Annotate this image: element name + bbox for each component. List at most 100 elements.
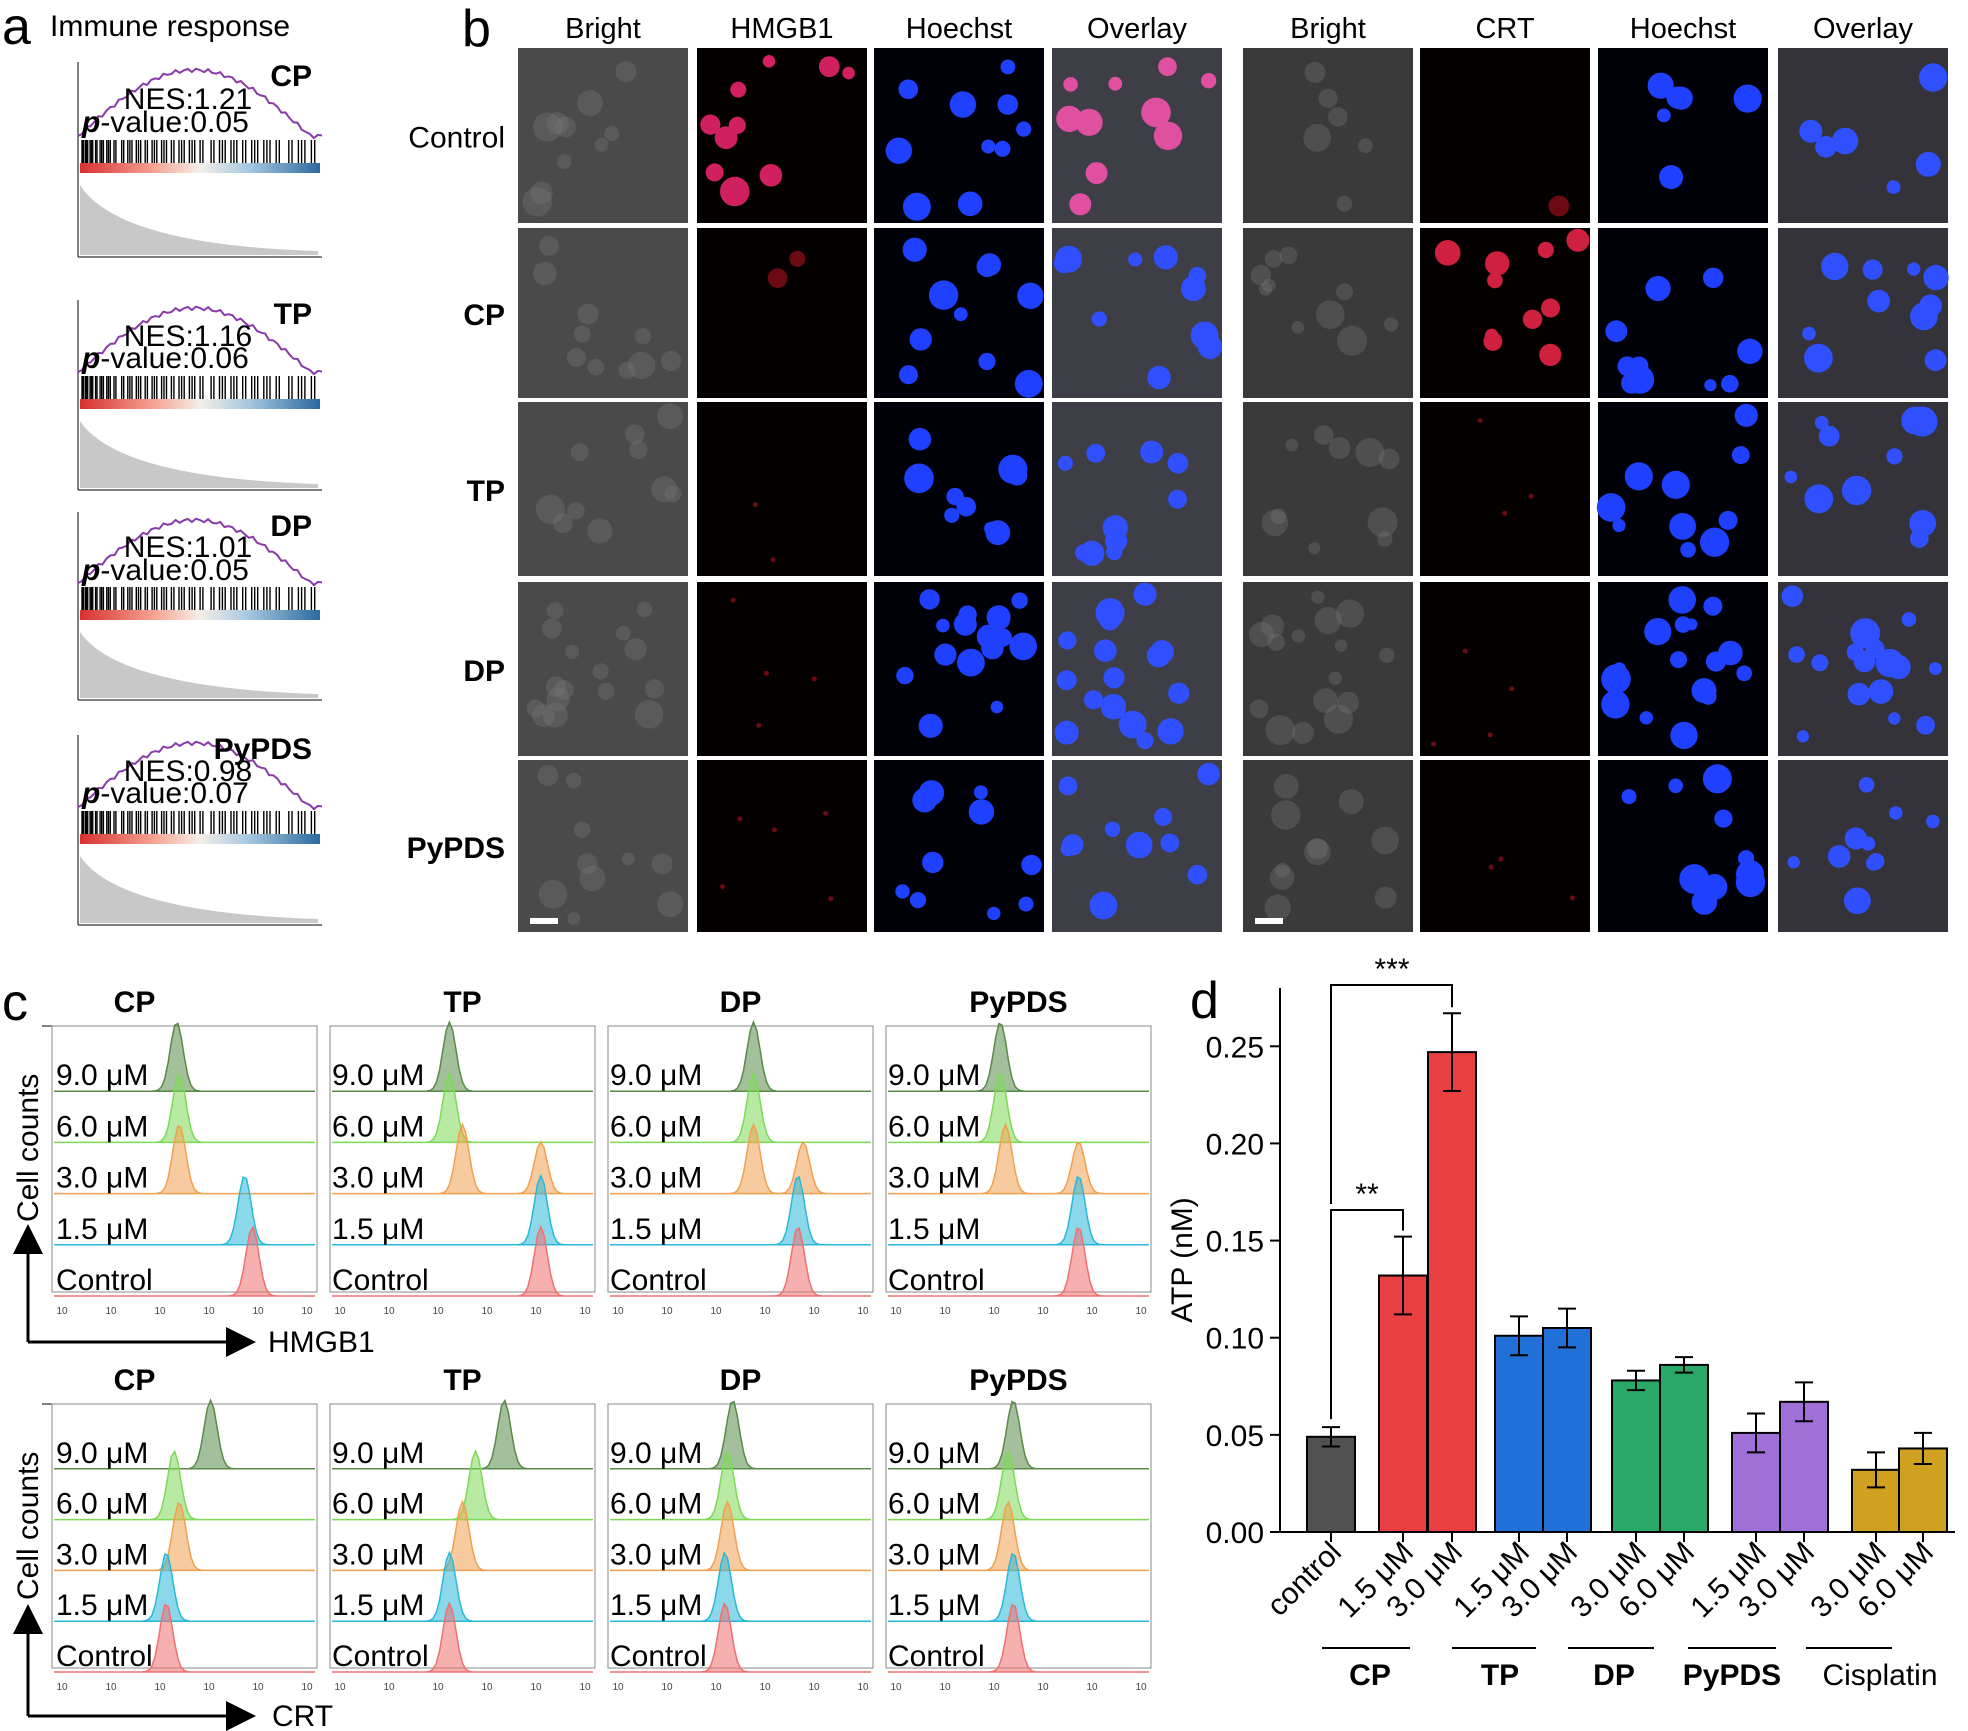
cell-nucleus — [909, 328, 932, 351]
cell-nucleus — [1273, 774, 1299, 799]
cell-nucleus — [1270, 508, 1287, 525]
cell-nucleus — [1147, 365, 1171, 390]
cell-nucleus — [762, 55, 776, 68]
cell-nucleus — [1639, 711, 1654, 725]
cell-nucleus — [1158, 57, 1177, 77]
panel-a-letter: a — [2, 0, 31, 56]
row-label-control: Control — [408, 122, 505, 155]
cell-nucleus — [1371, 826, 1399, 855]
hmgb1-red-image — [697, 228, 867, 398]
cell-nucleus — [1818, 425, 1840, 447]
cell-nucleus — [909, 892, 927, 909]
cell-nucleus — [1118, 710, 1147, 739]
cell-nucleus — [621, 852, 635, 866]
crt-bright-image — [1243, 582, 1413, 756]
cell-nucleus — [1701, 874, 1728, 900]
x-tick-label: control — [1261, 1536, 1348, 1623]
micrograph-tile — [697, 228, 867, 398]
concentration-label: Control — [56, 1264, 153, 1297]
hmgb1-blue-image — [874, 48, 1044, 223]
cell-nucleus — [1367, 507, 1398, 538]
micrograph-tile — [1598, 48, 1768, 223]
cell-nucleus — [1487, 272, 1503, 289]
cell-nucleus — [645, 679, 665, 699]
cell-nucleus — [567, 912, 581, 925]
cell-nucleus — [1669, 86, 1693, 110]
concentration-label: 9.0 μM — [56, 1059, 148, 1092]
concentration-label: Control — [610, 1264, 707, 1297]
cell-nucleus — [1259, 282, 1273, 296]
bar-3 — [1494, 1334, 1544, 1534]
micrograph-tile — [1243, 228, 1413, 398]
cell-nucleus — [1291, 629, 1306, 643]
crt-red-image — [1420, 760, 1590, 932]
cell-nucleus — [720, 176, 750, 207]
histogram-control — [332, 1601, 593, 1673]
y-tick-label: 0.10 — [1206, 1323, 1264, 1356]
cell-nucleus — [1384, 317, 1399, 332]
micrograph-tile — [697, 402, 867, 576]
hmgb1-red-image — [697, 48, 867, 223]
cell-nucleus — [1528, 493, 1534, 499]
cell-nucleus — [1804, 343, 1833, 373]
cell-nucleus — [1285, 438, 1299, 452]
flow-tick-label: 10 — [890, 1306, 902, 1317]
cell-nucleus — [1335, 599, 1365, 628]
cell-nucleus — [1314, 607, 1342, 634]
crt-bright-image — [1243, 760, 1413, 932]
flow-tick-label: 10 — [857, 1682, 869, 1693]
cell-nucleus — [1197, 334, 1223, 360]
cell-nucleus — [542, 702, 568, 728]
micrograph-tile — [874, 760, 1044, 932]
micrograph-tile — [1598, 760, 1768, 932]
cell-nucleus — [546, 602, 564, 620]
concentration-label: 9.0 μM — [56, 1437, 148, 1470]
cell-nucleus — [1909, 510, 1937, 537]
concentration-label: 9.0 μM — [888, 1437, 980, 1470]
cell-nucleus — [767, 268, 788, 289]
cell-nucleus — [1104, 821, 1121, 837]
concentration-label: 6.0 μM — [610, 1110, 702, 1143]
y-tick-label: 0.05 — [1206, 1420, 1264, 1453]
column-header-right-hoechst: Hoechst — [1630, 13, 1736, 45]
cell-nucleus — [1901, 612, 1917, 627]
cell-nucleus — [993, 628, 1012, 647]
cell-nucleus — [1328, 671, 1343, 685]
cell-nucleus — [1656, 108, 1671, 123]
cell-nucleus — [1187, 864, 1208, 885]
concentration-label: Control — [332, 1640, 429, 1673]
concentration-label: 6.0 μM — [332, 1488, 424, 1521]
concentration-label: 9.0 μM — [332, 1059, 424, 1092]
concentration-label: 6.0 μM — [56, 1110, 148, 1143]
cell-nucleus — [1260, 614, 1285, 638]
cell-nucleus — [1483, 331, 1503, 351]
histogram-15m — [610, 1551, 871, 1622]
concentration-label: Control — [610, 1640, 707, 1673]
micrograph-tile — [1243, 48, 1413, 223]
cell-nucleus — [700, 114, 721, 135]
nes-label: NES:1.01 — [124, 531, 252, 564]
cell-nucleus — [1700, 527, 1730, 557]
cell-nucleus — [896, 666, 914, 685]
cell-nucleus — [1733, 84, 1762, 113]
cell-nucleus — [1180, 276, 1206, 302]
concentration-label: Control — [56, 1640, 153, 1673]
panel-c-xlabel-bottom: CRT — [272, 1700, 333, 1731]
p-value-label: p-value:0.05 — [81, 106, 249, 139]
cell-nucleus — [567, 502, 585, 520]
nes-label: NES:1.16 — [124, 320, 252, 353]
flow-tick-label: 10 — [988, 1306, 1000, 1317]
histogram-60m — [610, 1071, 871, 1144]
crt-overlay-image — [1778, 48, 1948, 223]
cell-nucleus — [573, 325, 591, 343]
histogram-60m — [888, 1449, 1149, 1521]
column-header-left-hoechst: Hoechst — [906, 13, 1012, 45]
cell-nucleus — [1069, 193, 1092, 216]
cell-nucleus — [1668, 778, 1683, 794]
ranked-metric-area — [80, 185, 318, 255]
cell-nucleus — [552, 513, 573, 534]
bar-8 — [1779, 1400, 1829, 1534]
cell-nucleus — [1136, 732, 1154, 750]
